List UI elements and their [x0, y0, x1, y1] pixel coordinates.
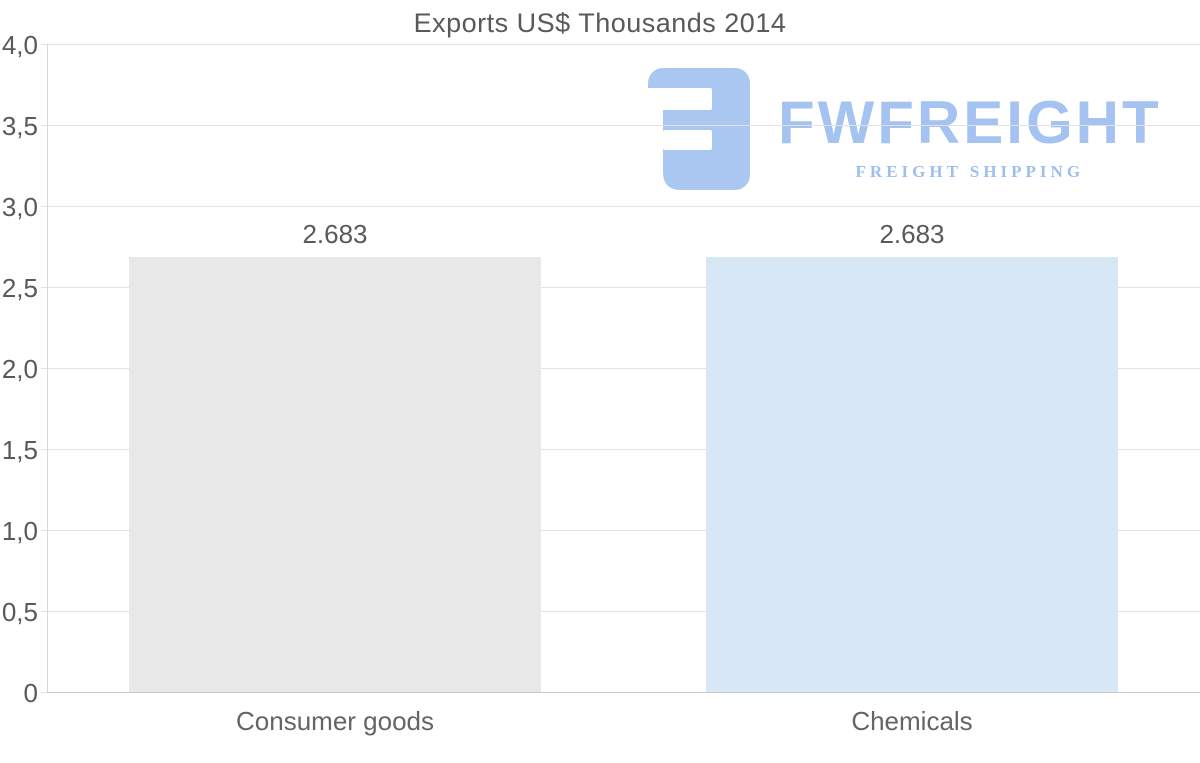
- x-category-label: Chemicals: [851, 706, 973, 736]
- gridline: [47, 692, 1200, 693]
- bar-value-label: 2.683: [302, 219, 368, 249]
- y-axis-tick: [41, 449, 47, 450]
- bar-value-label: 2.683: [879, 219, 945, 249]
- brand-watermark: FWFREIGHT FREIGHT SHIPPING: [648, 68, 1162, 190]
- y-tick-label: 3,5: [1, 111, 38, 141]
- y-tick-label: 4,0: [1, 30, 38, 60]
- gridline: [47, 287, 1200, 288]
- gridline: [47, 125, 1200, 126]
- gridline: [47, 611, 1200, 612]
- y-axis-tick: [41, 206, 47, 207]
- y-axis-tick: [41, 692, 47, 693]
- bar-chemicals: [706, 257, 1118, 692]
- gridline: [47, 206, 1200, 207]
- y-tick-label: 1,5: [1, 435, 38, 465]
- y-tick-label: 0,5: [1, 597, 38, 627]
- chart-title: Exports US$ Thousands 2014: [413, 8, 787, 38]
- y-tick-label: 2,0: [1, 354, 38, 384]
- y-axis-tick: [41, 125, 47, 126]
- y-axis-tick: [41, 530, 47, 531]
- y-axis-tick: [41, 287, 47, 288]
- y-axis-tick: [41, 611, 47, 612]
- brand-name: FWFREIGHT: [778, 88, 1162, 156]
- y-axis-tick: [41, 44, 47, 45]
- y-axis-tick: [41, 368, 47, 369]
- x-category-label: Consumer goods: [236, 706, 434, 736]
- brand-tagline: FREIGHT SHIPPING: [855, 161, 1085, 181]
- y-tick-label: 0: [23, 678, 38, 708]
- gridline: [47, 530, 1200, 531]
- y-axis-line: [47, 44, 48, 692]
- gridline: [47, 368, 1200, 369]
- y-tick-label: 3,0: [1, 192, 38, 222]
- bar-consumer-goods: [129, 257, 541, 692]
- gridline: [47, 449, 1200, 450]
- fwfreight-logo-icon: [648, 68, 750, 190]
- brand-text-block: FWFREIGHT FREIGHT SHIPPING: [778, 88, 1162, 182]
- y-tick-label: 2,5: [1, 273, 38, 303]
- y-tick-label: 1,0: [1, 516, 38, 546]
- gridline: [47, 44, 1200, 45]
